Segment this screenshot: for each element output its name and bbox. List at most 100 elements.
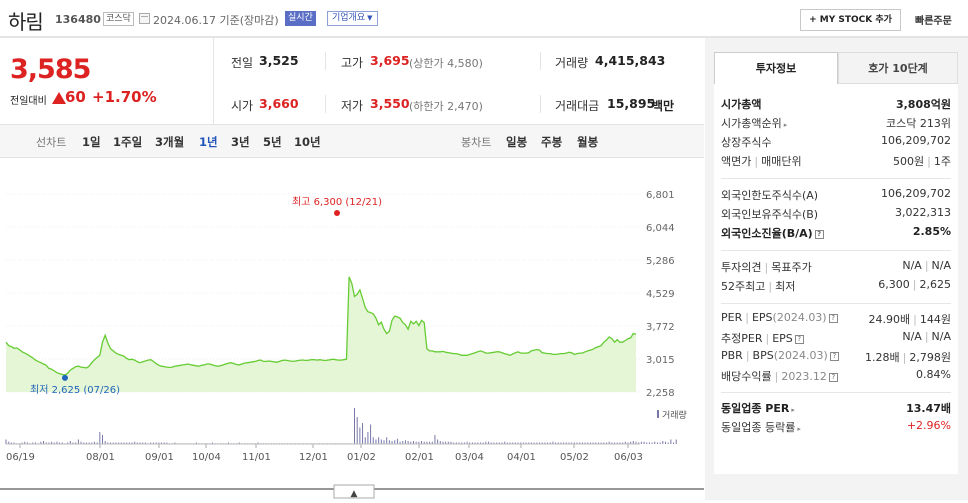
face-value-value: 500원 [893, 155, 925, 168]
dividend-date: 2023.12 [781, 370, 827, 383]
period-1w[interactable]: 1주일 [113, 135, 143, 149]
foreign-ratio-row: 외국인소진율(B/A)? 2.85% [721, 223, 951, 241]
divider [213, 38, 214, 124]
divider [721, 250, 951, 251]
pbr-label: PBR | BPS(2024.03)? [721, 349, 839, 362]
face-value-text: 액면가 [721, 155, 752, 168]
sector-per-row[interactable]: 동일업종 PER ▸ 13.47배 [721, 398, 951, 416]
chevron-right-icon: ▸ [783, 121, 788, 129]
divider [721, 178, 951, 179]
tab-order-book[interactable]: 호가 10단계 [838, 52, 958, 84]
dividend-label: 배당수익률 | 2023.12? [721, 368, 838, 384]
low-value: 3,550 [370, 96, 410, 111]
x-tick-label: 03/04 [455, 452, 484, 463]
foreign-holding-value: 3,022,313 [895, 206, 951, 219]
period-3m[interactable]: 3개월 [155, 135, 185, 149]
candle-daily[interactable]: 일봉 [506, 135, 528, 149]
chart-period-bar: 선차트 1일 1주일 3개월 1년 3년 5년 10년 봉차트 일봉 주봉 월봉 [0, 124, 704, 158]
current-price: 3,585 [10, 54, 91, 85]
trade-amount-value: 15,895 [607, 96, 656, 111]
investment-info-panel: 투자정보 호가 10단계 시가총액 3,808억원 시가총액순위 ▸ 코스닥 21… [705, 38, 968, 500]
x-tick-label: 05/02 [560, 452, 589, 463]
lower-limit: (하한가 2,470) [409, 100, 483, 113]
x-tick-label: 04/01 [507, 452, 536, 463]
eps-value: 144원 [919, 313, 951, 326]
info-card: 시가총액 3,808억원 시가총액순위 ▸ 코스닥 213위 상장주식수 106,… [714, 84, 958, 474]
quick-order-button[interactable]: 빠른주문 [915, 16, 952, 27]
company-overview-dropdown[interactable]: 기업개요 ▼ [327, 11, 378, 26]
per-text: PER [721, 311, 743, 324]
chevron-right-icon: ▸ [791, 406, 795, 414]
help-icon[interactable]: ? [828, 314, 838, 323]
x-tick-label: 02/01 [405, 452, 434, 463]
opinion-row: 투자의견 | 목표주가 N/A | N/A [721, 257, 951, 275]
price-chart-svg: 6,801 6,044 5,286 4,529 3,772 3,015 2,258 06/1… [0, 190, 704, 499]
sector-per-label: 동일업종 PER ▸ [721, 400, 795, 416]
period-1d[interactable]: 1일 [82, 135, 101, 149]
tab-investment-info[interactable]: 투자정보 [714, 52, 838, 84]
prev-close-value: 3,525 [259, 53, 299, 68]
per-value: 24.90배 [868, 313, 911, 326]
per-label: PER | EPS(2024.03)? [721, 311, 838, 324]
x-tick-label: 08/01 [86, 452, 115, 463]
x-tick-label: 06/03 [614, 452, 643, 463]
listed-shares-label: 상장주식수 [721, 136, 772, 149]
divider [325, 95, 326, 113]
divider [721, 392, 951, 393]
y-tick-label: 2,258 [646, 388, 675, 399]
period-3y[interactable]: 3년 [231, 135, 250, 149]
period-5y[interactable]: 5년 [263, 135, 282, 149]
52w-row: 52주최고 | 최저 6,300 | 2,625 [721, 276, 951, 294]
market-cap-row: 시가총액 3,808억원 [721, 94, 951, 112]
sector-change-text: 동일업종 등락률 [721, 421, 796, 434]
chevron-right-icon: ▸ [797, 425, 801, 433]
help-icon[interactable]: ? [794, 335, 804, 344]
price-area-fill [6, 276, 636, 392]
my-stock-add-button[interactable]: + MY STOCK 추가 [800, 9, 901, 31]
sector-change-label: 동일업종 등락률 ▸ [721, 419, 801, 435]
est-per-row: 추정PER | EPS? N/A | N/A [721, 328, 951, 346]
eps-text: EPS [751, 311, 773, 324]
y-tick-label: 5,286 [646, 256, 675, 267]
target-price-value: N/A [931, 259, 951, 272]
x-tick-label: 12/01 [299, 452, 328, 463]
price-summary: 3,585 전일대비 60 +1.70% 전일 3,525 시가 3,660 고… [0, 38, 704, 124]
high-value: 3,695 [370, 53, 410, 68]
sector-per-text: 동일업종 PER [721, 402, 790, 415]
x-tick-label: 01/02 [347, 452, 376, 463]
sector-per-value: 13.47배 [906, 402, 951, 415]
company-overview-label: 기업개요 [332, 13, 366, 23]
candle-monthly[interactable]: 월봉 [577, 135, 599, 149]
trade-amount-unit: 백만 [652, 99, 675, 113]
volume-label: 거래량 [555, 56, 589, 70]
period-1y[interactable]: 1년 [199, 135, 218, 149]
period-10y[interactable]: 10년 [294, 135, 321, 149]
foreign-limit-value: 106,209,702 [881, 187, 951, 200]
sector-change-row[interactable]: 동일업종 등락률 ▸ +2.96% [721, 417, 951, 435]
line-chart-label: 선차트 [36, 136, 67, 149]
market-cap-rank-value: 코스닥 213위 [886, 117, 951, 130]
est-eps-text: EPS [772, 332, 793, 345]
help-icon[interactable]: ? [828, 373, 838, 382]
opinion-values: N/A | N/A [902, 259, 951, 272]
market-badge: 코스닥 [103, 12, 134, 26]
change-percent: +1.70% [92, 88, 157, 106]
live-badge[interactable]: 실시간 [285, 11, 316, 26]
face-value-label: 액면가 | 매매단위 [721, 155, 802, 168]
sector-change-value: +2.96% [906, 419, 951, 432]
pbr-row: PBR | BPS(2024.03)? 1.28배 | 2,798원 [721, 347, 951, 365]
chevron-up-icon: ▲ [351, 489, 358, 499]
market-cap-label: 시가총액 [721, 98, 762, 111]
opinion-value: N/A [902, 259, 922, 272]
high-annotation: 최고 6,300 (12/21) [292, 196, 382, 208]
market-cap-rank-row[interactable]: 시가총액순위 ▸ 코스닥 213위 [721, 113, 951, 131]
y-tick-label: 4,529 [646, 289, 675, 300]
foreign-ratio-text: 외국인소진율(B/A) [721, 227, 813, 240]
divider [721, 303, 951, 304]
help-icon[interactable]: ? [814, 230, 824, 239]
low-annotation: 최저 2,625 (07/26) [30, 384, 120, 396]
candle-weekly[interactable]: 주봉 [541, 135, 563, 149]
help-icon[interactable]: ? [829, 352, 839, 361]
pbr-value: 1.28배 [865, 351, 900, 364]
collapse-chart-button[interactable] [333, 484, 375, 499]
